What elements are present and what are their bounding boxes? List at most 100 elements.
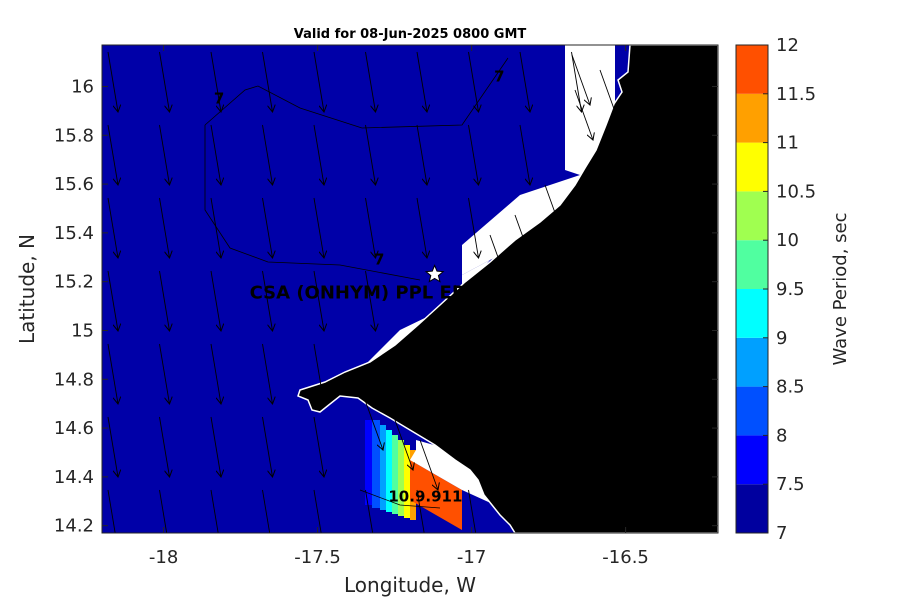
contour-label: 7 [494, 68, 504, 86]
wave-arrow [574, 89, 593, 140]
y-tick-label: 14.8 [54, 369, 94, 390]
wave-arrow [159, 489, 168, 533]
wave-arrow [394, 419, 413, 470]
colorbar-segment [736, 337, 768, 387]
colorbar-label: Wave Period, sec [830, 212, 851, 365]
wave-arrow [429, 314, 448, 365]
wave-arrow [416, 124, 427, 185]
wave-arrow [365, 51, 376, 112]
wave-arrow [159, 416, 170, 477]
wave-arrow [468, 124, 479, 185]
wave-arrow [159, 270, 170, 331]
wave-arrow [416, 489, 425, 533]
wave-arrow [364, 399, 383, 450]
wave-arrow [571, 51, 582, 112]
y-tick-label: 15.6 [54, 174, 94, 195]
colorbar-segment [736, 289, 768, 338]
wave-arrow [454, 284, 473, 335]
colorbar-tick-label: 7.5 [776, 474, 805, 495]
colorbar-tick-label: 12 [776, 35, 799, 56]
wave-arrow [159, 51, 170, 112]
x-tick-label: -16.5 [602, 547, 649, 568]
y-tick-label: 15 [71, 320, 94, 341]
colorbar-segment [736, 142, 768, 192]
wave-arrow [107, 124, 118, 185]
wave-arrow [313, 124, 324, 185]
wave-arrow [262, 197, 273, 258]
colorbar-tick-label: 10.5 [776, 181, 816, 202]
wave-arrow [210, 416, 221, 477]
colorbar-tick-label: 8 [776, 425, 787, 446]
wave-arrow [210, 270, 221, 331]
colorbar-tick-label: 8.5 [776, 377, 805, 398]
wave-arrow [313, 489, 322, 533]
x-axis: -18 -17.5 -17 -16.5 [149, 45, 649, 568]
site-star-icon [424, 264, 445, 283]
wave-arrow [159, 197, 170, 258]
x-tick-label: -17.5 [294, 547, 341, 568]
wave-arrow [313, 197, 324, 258]
wave-arrow [107, 270, 118, 331]
colorbar-tick-label: 10 [776, 230, 799, 251]
wave-direction-arrows [107, 51, 618, 533]
colorbar-tick-label: 9 [776, 328, 787, 349]
y-tick-label: 15.4 [54, 223, 94, 244]
wave-arrow [107, 343, 118, 404]
colorbar-segment [736, 191, 768, 241]
y-tick-label: 16 [71, 76, 94, 97]
wave-arrow [468, 51, 479, 112]
colorbar-tick-label: 11 [776, 133, 799, 154]
wave-arrow [262, 416, 273, 477]
chart-title: Valid for 08-Jun-2025 0800 GMT [294, 27, 527, 42]
wave-arrow [159, 124, 170, 185]
colorbar-segment [736, 240, 768, 289]
wave-arrow [210, 124, 221, 185]
wave-arrow [210, 51, 221, 112]
wave-arrow [519, 124, 530, 185]
wave-arrow [210, 197, 221, 258]
colorbar-tick-label: 7 [776, 523, 787, 544]
wave-arrow [416, 197, 427, 258]
wave-arrow [365, 489, 374, 533]
land-mass [297, 45, 718, 533]
wave-arrow [571, 54, 590, 105]
x-tick-label: -18 [149, 547, 178, 568]
y-axis-label: Latitude, N [15, 234, 39, 344]
wave-arrow [365, 270, 376, 331]
site-label: CSA (ONHYM) PPL EP [250, 282, 465, 303]
nodata-strip-mid [462, 150, 600, 275]
wave-arrow [514, 214, 533, 265]
wave-arrow [262, 270, 273, 331]
y-tick-label: 14.6 [54, 418, 94, 439]
colorbar-segment [736, 484, 768, 533]
wave-arrow [313, 343, 324, 404]
wave-arrow [313, 270, 324, 331]
colorbar-tick-label: 9.5 [776, 279, 805, 300]
contour-label: 7 [214, 90, 224, 108]
wave-arrow [262, 343, 273, 404]
contour-lines [204, 57, 509, 509]
y-tick-label: 14.2 [54, 516, 94, 537]
plot-frame [101, 44, 719, 534]
wave-arrow [107, 489, 116, 533]
wave-arrow [107, 416, 118, 477]
wave-arrow [365, 197, 376, 258]
wave-arrow [262, 124, 273, 185]
colorbar: 7 7.5 8 8.5 9 9.5 10 10.5 11 11.5 12 [735, 35, 816, 544]
wave-arrow [489, 234, 508, 285]
x-tick-label: -17 [457, 547, 486, 568]
wave-arrow [107, 51, 118, 112]
wave-arrow [313, 416, 324, 477]
y-tick-label: 15.2 [54, 272, 94, 293]
colorbar-segment [736, 435, 768, 485]
wave-arrow [544, 184, 563, 235]
wave-arrow [107, 197, 118, 258]
wave-arrow [419, 439, 438, 490]
y-tick-label: 15.8 [54, 125, 94, 146]
wave-arrow [262, 489, 271, 533]
x-axis-label: Longitude, W [344, 573, 476, 597]
colorbar-segment [736, 386, 768, 436]
map-area: 7 7 7 10.9.911 CSA (ONHYM) PPL EP [102, 45, 718, 533]
wave-arrow [262, 51, 273, 112]
contour-label: 10.9.911 [388, 487, 462, 505]
